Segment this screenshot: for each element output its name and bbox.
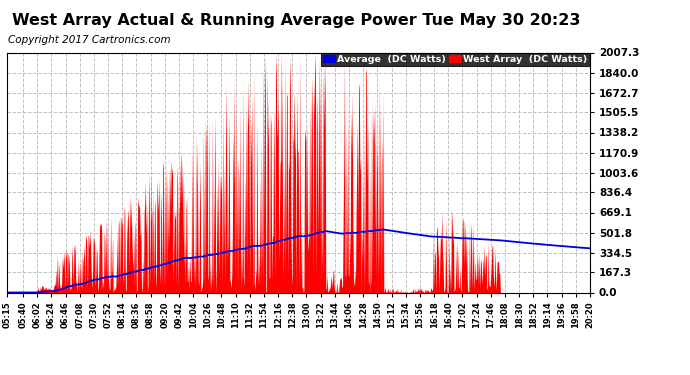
- Text: West Array Actual & Running Average Power Tue May 30 20:23: West Array Actual & Running Average Powe…: [12, 13, 581, 28]
- Text: Copyright 2017 Cartronics.com: Copyright 2017 Cartronics.com: [8, 35, 171, 45]
- Legend: Average  (DC Watts), West Array  (DC Watts): Average (DC Watts), West Array (DC Watts…: [321, 53, 590, 66]
